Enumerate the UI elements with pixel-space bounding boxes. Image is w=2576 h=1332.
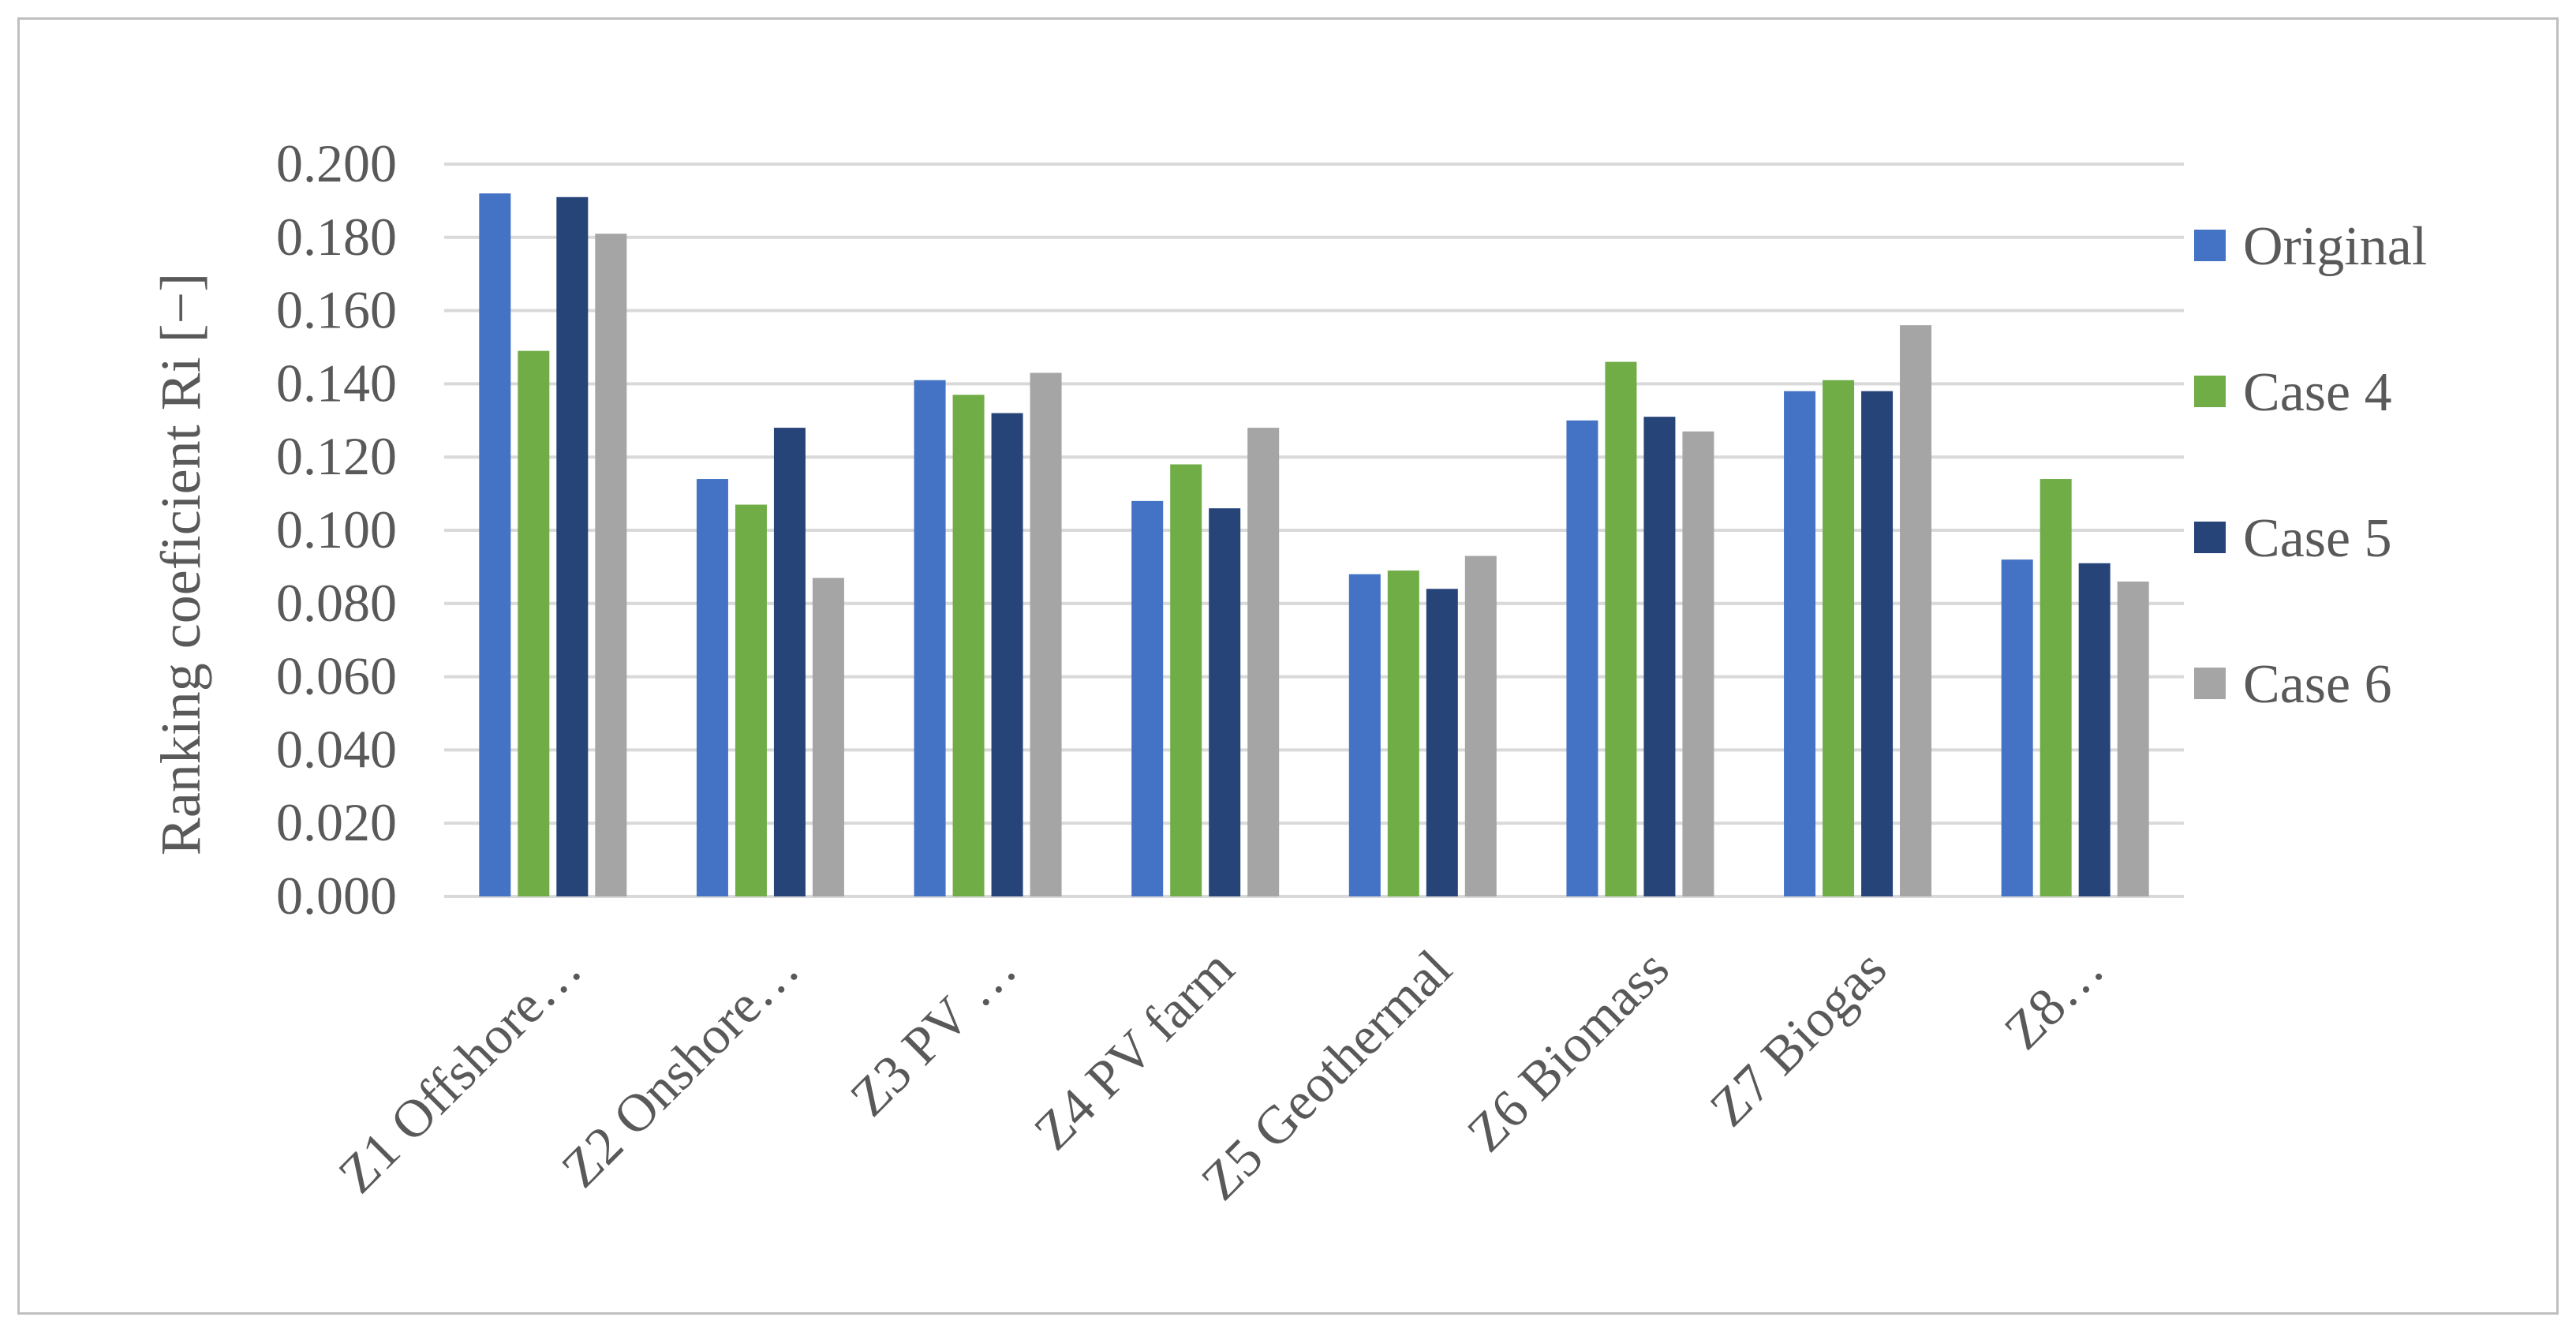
- y-tick-label: 0.040: [276, 719, 397, 779]
- x-category-label: Z8…: [1993, 938, 2115, 1061]
- legend-label: Case 6: [2243, 654, 2392, 715]
- y-tick-label: 0.140: [276, 353, 397, 413]
- y-tick-label: 0.020: [276, 792, 397, 852]
- y-tick-label: 0.100: [276, 500, 397, 559]
- bar-chart: 0.000 0.020 0.040 0.060 0.080 0.100 0.120 0.140…: [149, 133, 2427, 1211]
- bar: [1605, 361, 1637, 896]
- bar: [952, 395, 985, 896]
- bar: [1131, 500, 1164, 896]
- y-axis-title: Ranking coeficient Ri [−]: [149, 273, 212, 855]
- bar: [2117, 581, 2149, 896]
- bar: [1861, 391, 1894, 896]
- bar: [1900, 325, 1932, 896]
- bar: [773, 428, 806, 896]
- legend-swatch: [2194, 376, 2226, 407]
- x-category-label: Z4 PV farm: [1023, 938, 1246, 1162]
- bar: [991, 413, 1023, 896]
- bar: [1566, 420, 1598, 896]
- bar: [812, 578, 844, 896]
- y-tick-label: 0.060: [276, 646, 397, 706]
- bar: [1643, 417, 1676, 896]
- bar: [1464, 556, 1497, 896]
- bar: [556, 196, 589, 896]
- bar: [518, 350, 550, 896]
- bar: [735, 504, 767, 896]
- bar: [1387, 571, 1419, 896]
- bar: [1348, 574, 1381, 896]
- bar: [1209, 508, 1241, 896]
- x-category-label: Z7 Biogas: [1698, 938, 1897, 1138]
- bar: [479, 193, 511, 896]
- x-category-label: Z3 PV …: [839, 938, 1028, 1128]
- bar: [1823, 380, 1855, 896]
- legend-swatch: [2194, 668, 2226, 699]
- legend-label: Original: [2243, 216, 2427, 277]
- legend-label: Case 5: [2243, 508, 2392, 569]
- bar: [1170, 464, 1202, 896]
- bar: [2001, 559, 2033, 896]
- bar: [2078, 563, 2111, 896]
- bar: [1247, 428, 1280, 896]
- bar: [595, 234, 627, 896]
- bar: [914, 380, 946, 896]
- bar: [1426, 589, 1458, 896]
- bar: [1682, 431, 1714, 896]
- bar: [1784, 391, 1816, 896]
- x-category-label: Z6 Biomass: [1456, 938, 1681, 1163]
- y-tick-label: 0.000: [276, 866, 397, 926]
- chart-frame: 0.000 0.020 0.040 0.060 0.080 0.100 0.120 0.140…: [17, 17, 2559, 1315]
- y-tick-label: 0.180: [276, 207, 397, 267]
- legend-swatch: [2194, 522, 2226, 553]
- y-tick-label: 0.160: [276, 280, 397, 340]
- bar: [696, 479, 728, 896]
- legend-swatch: [2194, 230, 2226, 261]
- x-category-label: Z1 Offshore…: [327, 938, 593, 1204]
- bar: [1030, 372, 1062, 897]
- y-tick-label: 0.120: [276, 426, 397, 486]
- bar: [2039, 479, 2072, 896]
- legend-label: Case 4: [2243, 362, 2392, 423]
- y-tick-label: 0.080: [276, 573, 397, 633]
- y-tick-label: 0.200: [276, 133, 397, 193]
